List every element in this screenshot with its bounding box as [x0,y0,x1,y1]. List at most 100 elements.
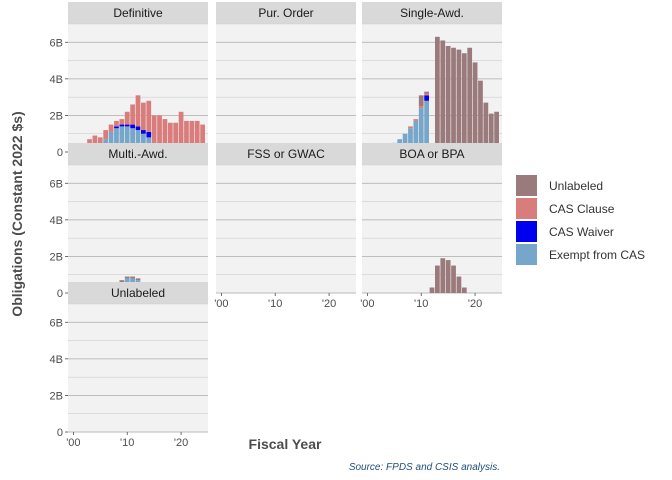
bar-cas-clause-2013 [141,102,146,131]
bar-unlabeled-2019 [467,47,473,149]
bar-unlabeled-2023 [488,113,494,145]
bar-unlabeled-2022 [483,102,489,147]
bar-cas-clause-2004 [92,135,98,145]
bar-exempt-from-cas-2007 [402,133,408,152]
bar-cas-clause-2022 [189,120,195,151]
facet-title: FSS or GWAC [247,147,325,161]
bar-exempt-from-cas-2010 [418,108,424,152]
y-tick-label: 2B [50,251,63,263]
bar-unlabeled-2015 [445,45,451,149]
y-tick-label: 0 [57,288,63,300]
facet-strip [216,143,356,165]
bar-unlabeled-2009 [119,280,125,283]
bar-exempt-from-cas-2008 [114,128,119,152]
bar-cas-clause-2011 [424,93,429,96]
x-tick-label: '00 [66,437,80,449]
bar-exempt-from-cas-2007 [108,131,114,152]
x-tick-label: '20 [468,298,482,310]
bar-unlabeled-2018 [461,53,467,149]
legend-label-cas-waiver: CAS Waiver [549,225,614,239]
bar-cas-clause-2009 [119,119,125,125]
bar-cas-clause-2011 [130,104,135,125]
panel-background [68,165,208,293]
bar-cas-clause-2021 [184,120,189,151]
bar-cas-clause-2020 [178,111,184,151]
y-tick-label: 4B [50,74,63,86]
legend-key-exempt-from-cas [516,244,537,265]
x-axis-title: Fiscal Year [249,436,322,452]
x-tick-label: '10 [120,437,134,449]
bar-cas-clause-2010 [124,111,130,125]
facet-strip [362,143,502,165]
bar-exempt-from-cas-2012 [135,130,141,152]
bar-unlabeled-2010 [418,95,424,107]
bar-cas-waiver-2011 [130,124,135,129]
bar-exempt-from-cas-2009 [119,126,125,152]
x-tick-label: '20 [322,298,336,310]
facet-strip [68,2,208,24]
legend-label-cas-clause: CAS Clause [549,202,615,216]
y-tick-label: 2B [50,390,63,402]
facet-panels: Definitive 0 2B 4B 6B Pur. Order Single-Awd. Mu… [50,2,502,449]
bar-unlabeled-2017 [456,49,462,149]
legend-label-unlabeled: Unlabeled [549,179,603,193]
facet-strip [216,2,356,24]
x-tick-label: '10 [268,298,282,310]
bar-unlabeled-2016 [451,47,456,149]
x-tick-label: '00 [360,298,374,310]
facet-title: Single-Awd. [400,6,464,20]
facet-title: BOA or BPA [399,147,464,161]
bar-unlabeled-2012 [429,287,435,293]
bar-unlabeled-2017 [456,276,462,293]
bar-unlabeled-2011 [424,91,429,94]
bar-cas-clause-2012 [135,95,141,127]
bar-exempt-from-cas-2013 [141,133,146,152]
bar-unlabeled-2010 [124,276,130,279]
facet-title: Pur. Order [258,6,313,20]
bar-cas-clause-2016 [157,115,162,151]
bar-cas-clause-2006 [103,130,109,140]
panel-background [362,165,502,293]
legend-key-cas-waiver [516,221,537,242]
facet-definitive: Definitive 0 2B 4B 6B [50,2,208,159]
bar-cas-clause-2023 [194,120,200,151]
bar-unlabeled-2021 [478,80,483,151]
bar-exempt-from-cas-2011 [424,100,429,152]
facet-pur-order: Pur. Order [216,2,356,153]
bar-exempt-from-cas-2008 [408,128,413,152]
y-axis-title: Obligations (Constant 2022 $s) [9,111,25,316]
y-tick-label: 6B [50,317,63,329]
bar-cas-clause-2024 [200,124,205,151]
facet-single-awd: Single-Awd. [362,2,502,153]
y-tick-label: 2B [50,110,63,122]
y-tick-label: 6B [50,37,63,49]
facet-strip [362,2,502,24]
facet-strip [68,282,208,304]
facet-title: Unlabeled [111,286,165,300]
y-tick-label: 4B [50,354,63,366]
bar-cas-clause-2008 [408,126,413,129]
bar-cas-clause-2017 [162,119,168,151]
y-tick-label: 0 [57,147,63,159]
facet-strip [68,143,208,165]
bar-unlabeled-2020 [472,62,478,151]
bar-unlabeled-2014 [440,258,446,293]
bar-cas-clause-2007 [108,124,114,132]
facet-boa-or-bpa: BOA or BPA '00 '10 '20 [360,143,502,310]
facet-title: Multi.-Awd. [108,147,167,161]
bar-unlabeled-2013 [435,265,440,293]
legend-key-unlabeled [516,175,537,196]
bar-unlabeled-2015 [445,260,451,293]
source-caption: Source: FPDS and CSIS analysis. [349,462,500,473]
bar-cas-waiver-2009 [119,124,125,127]
bar-unlabeled-2012 [135,278,141,281]
x-tick-label: '00 [214,298,228,310]
legend: Unlabeled CAS Clause CAS Waiver Exempt from… [516,175,645,265]
y-tick-label: 0 [57,427,63,439]
legend-label-exempt-from-cas: Exempt from CAS [549,248,645,262]
y-tick-label: 4B [50,215,63,227]
bar-cas-waiver-2011 [424,95,429,101]
facet-unlabeled: Unlabeled 0 2B 4B 6B '00 '10 '20 [50,282,208,449]
bar-cas-waiver-2008 [114,126,119,129]
